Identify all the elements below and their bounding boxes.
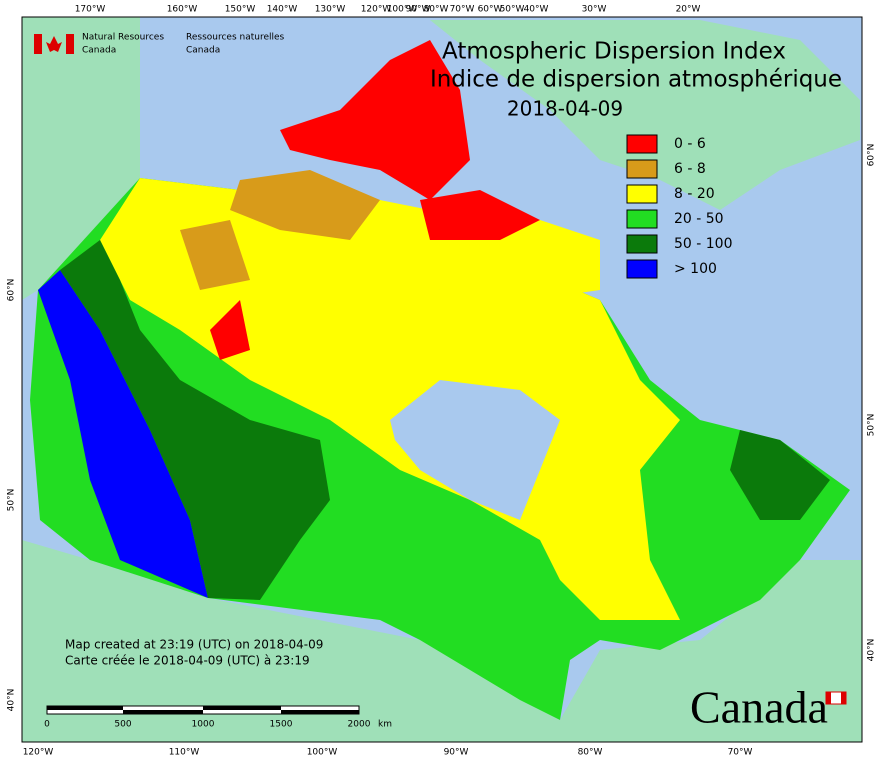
org-en: Canada: [82, 46, 116, 56]
footer-fr: Carte créée le 2018-04-09 (UTC) à 23:19: [65, 654, 310, 668]
longitude-label: 50°W: [500, 5, 525, 15]
longitude-label: 90°W: [406, 5, 431, 15]
wordmark-flag-bar: [826, 692, 831, 704]
region-dark-green-east: [730, 430, 830, 520]
longitude-label: 100°W: [387, 5, 418, 15]
longitude-label: 90°W: [444, 748, 469, 758]
legend-label: 50 - 100: [674, 236, 733, 252]
region-red-3: [210, 300, 250, 360]
alaska: [22, 17, 140, 300]
longitude-label: 70°W: [450, 5, 475, 15]
legend-label: 20 - 50: [674, 211, 724, 227]
title-date: 2018-04-09: [507, 97, 623, 121]
usa: [22, 540, 862, 742]
longitude-label: 70°W: [728, 748, 753, 758]
longitude-label: 100°W: [307, 748, 338, 758]
legend-label: > 100: [674, 261, 717, 277]
region-orange: [230, 170, 380, 240]
latitude-label: 40°N: [867, 639, 877, 662]
region-red: [280, 40, 470, 200]
org-fr: Ressources naturelles: [186, 33, 285, 43]
longitude-label: 110°W: [169, 748, 200, 758]
legend-label: 0 - 6: [674, 136, 706, 152]
legend-swatch: [626, 159, 658, 179]
legend-swatch: [626, 209, 658, 229]
region-orange-2: [180, 220, 250, 290]
longitude-label: 120°W: [361, 5, 392, 15]
longitude-label: 60°W: [478, 5, 503, 15]
latitude-label: 50°N: [7, 489, 17, 512]
region-red-2: [420, 190, 540, 240]
wordmark-flag-bar: [841, 692, 846, 704]
scale-label: 500: [114, 720, 131, 730]
scale-label: 1000: [192, 720, 215, 730]
title-en: Atmospheric Dispersion Index: [442, 39, 786, 65]
longitude-label: 30°W: [582, 5, 607, 15]
greenland: [430, 20, 860, 210]
footer-en: Map created at 23:19 (UTC) on 2018-04-09: [65, 638, 323, 652]
longitude-label: 80°W: [424, 5, 449, 15]
latitude-label: 60°N: [867, 144, 877, 167]
scale-unit: km: [378, 720, 392, 730]
longitude-label: 80°W: [578, 748, 603, 758]
title-fr: Indice de dispersion atmosphérique: [430, 67, 842, 93]
region-blue: [38, 270, 208, 598]
latitude-label: 40°N: [7, 689, 17, 712]
longitude-label: 150°W: [225, 5, 256, 15]
legend-swatch: [626, 234, 658, 254]
org-fr: Canada: [186, 46, 220, 56]
latitude-label: 50°N: [867, 414, 877, 437]
flag-leaf: [46, 36, 62, 52]
org-en: Natural Resources: [82, 33, 164, 43]
scale-segment: [203, 706, 281, 710]
scale-label: 2000: [348, 720, 371, 730]
flag-bar: [34, 34, 42, 54]
legend-swatch: [626, 259, 658, 279]
longitude-label: 120°W: [23, 748, 54, 758]
latitude-label: 60°N: [7, 279, 17, 302]
legend-label: 8 - 20: [674, 186, 715, 202]
longitude-label: 20°W: [676, 5, 701, 15]
legend-label: 6 - 8: [674, 161, 706, 177]
hudson-bay: [390, 380, 560, 520]
longitude-label: 140°W: [267, 5, 298, 15]
wordmark: Canada: [690, 682, 828, 733]
scale-segment: [123, 710, 203, 714]
legend-swatch: [626, 184, 658, 204]
scale-label: 1500: [270, 720, 293, 730]
scale-segment: [281, 710, 359, 714]
region-dark-green: [60, 240, 330, 600]
scale-segment: [47, 706, 123, 710]
flag-bar: [66, 34, 74, 54]
scale-label: 0: [44, 720, 50, 730]
longitude-label: 40°W: [524, 5, 549, 15]
longitude-label: 170°W: [75, 5, 106, 15]
longitude-label: 160°W: [167, 5, 198, 15]
map-frame: [21, 16, 863, 743]
legend-swatch: [626, 134, 658, 154]
longitude-label: 130°W: [315, 5, 346, 15]
